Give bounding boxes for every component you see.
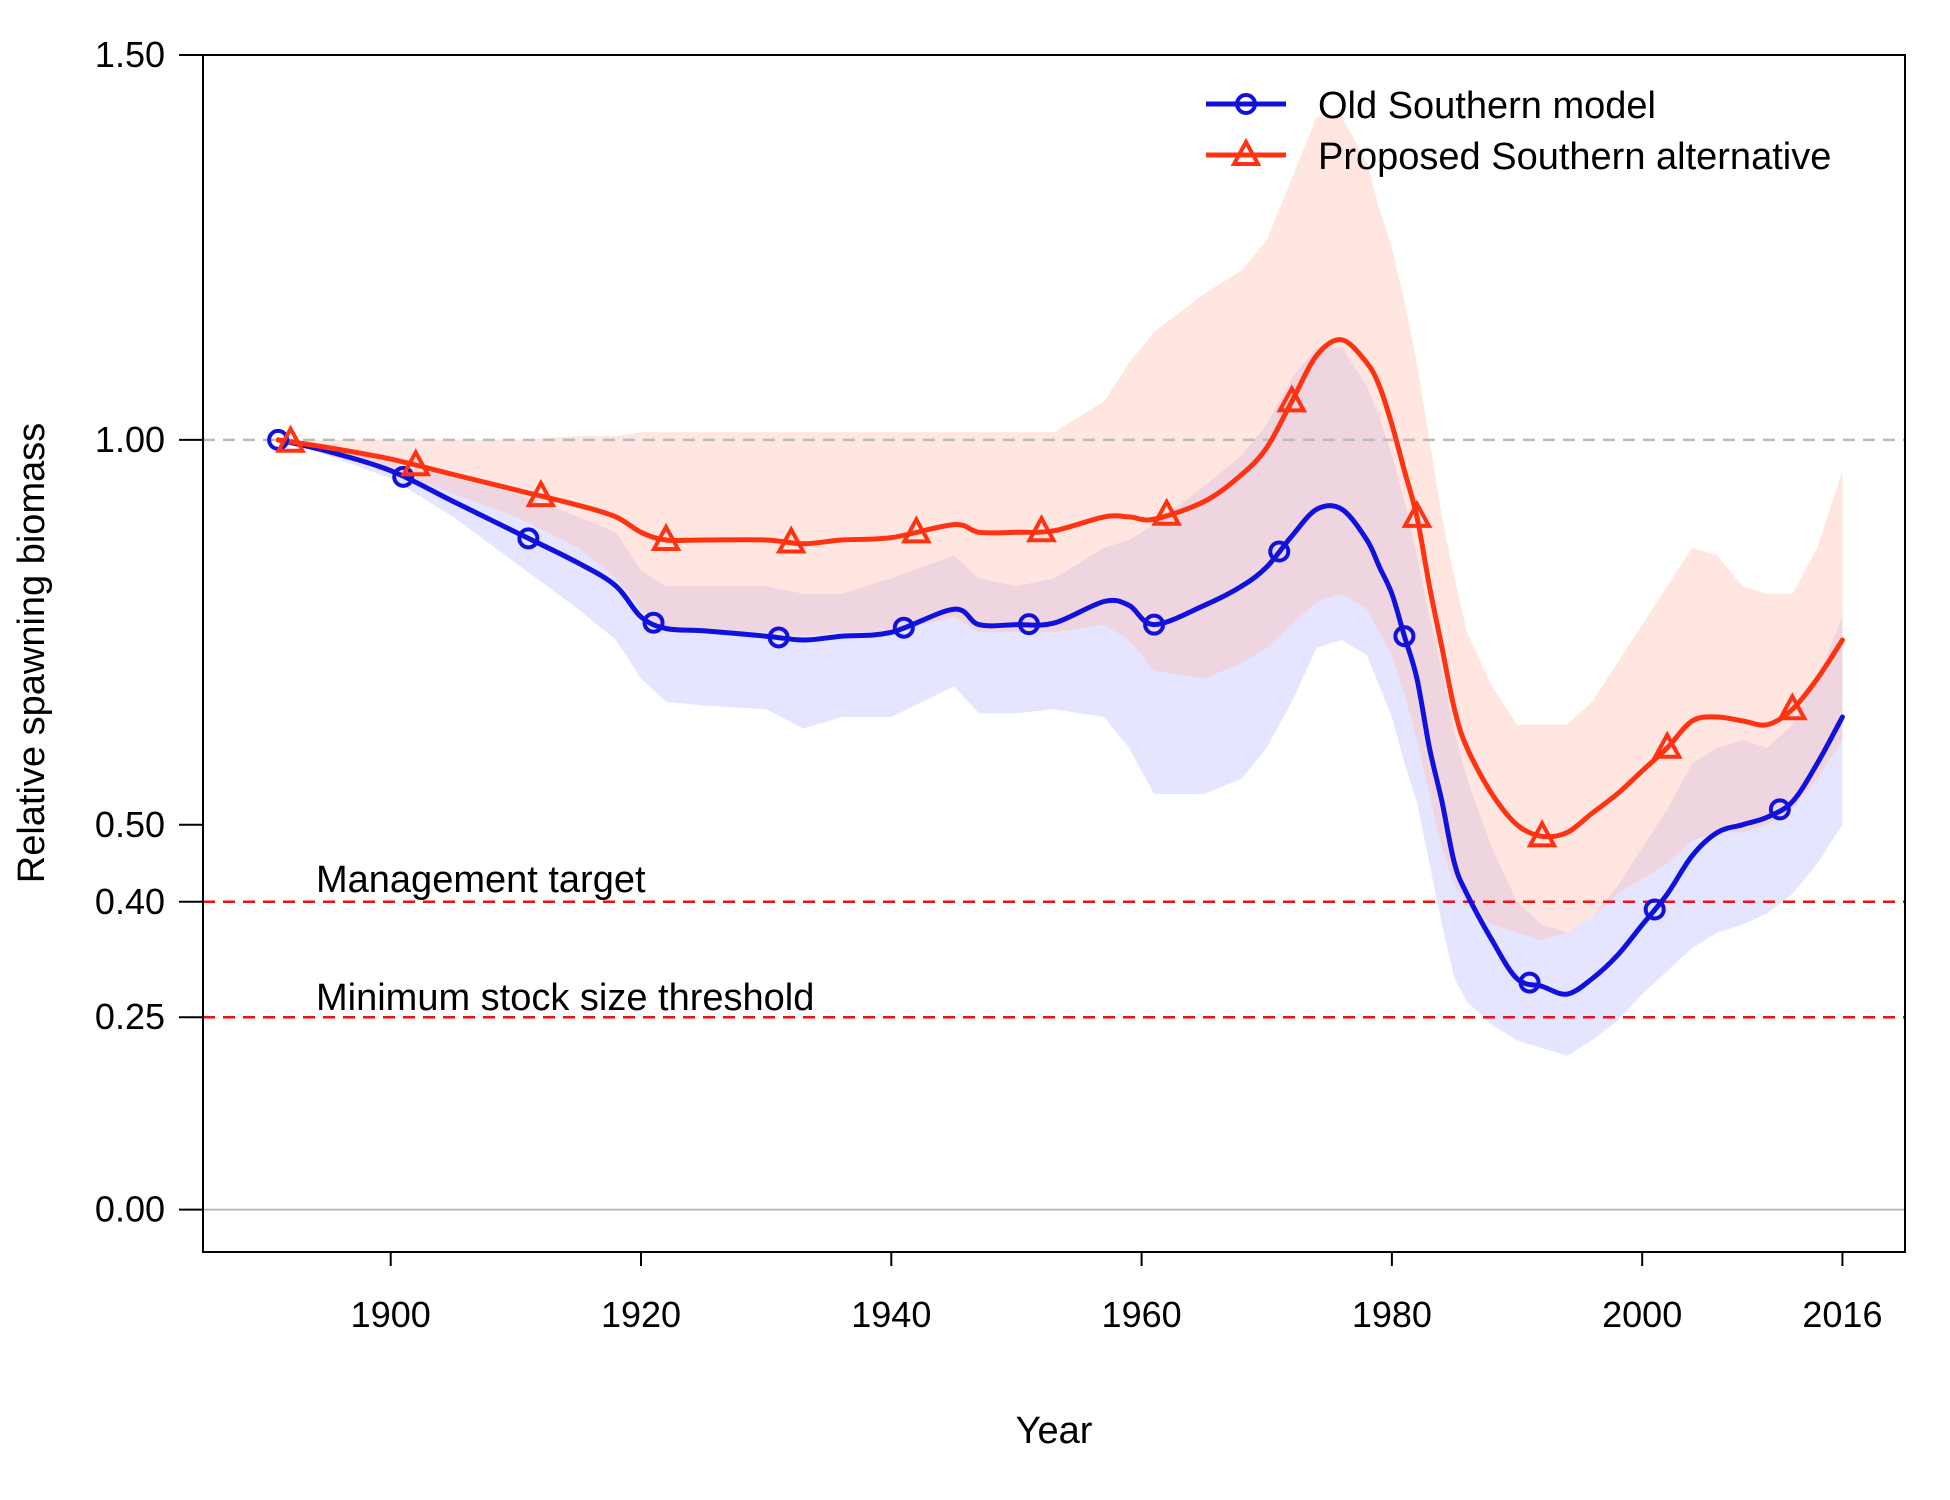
marker-old-southern-model bbox=[1393, 625, 1416, 648]
management-target-label: Management target bbox=[316, 859, 646, 901]
marker-proposed-southern-alternative bbox=[1151, 497, 1183, 526]
marker-proposed-southern-alternative bbox=[1651, 730, 1683, 759]
y-tick-label: 0.40 bbox=[95, 881, 165, 922]
marker-old-southern-model bbox=[517, 527, 540, 550]
x-tick-label: 2016 bbox=[1802, 1294, 1882, 1335]
marker-old-southern-model bbox=[1017, 613, 1040, 636]
x-tick-label: 1940 bbox=[851, 1294, 931, 1335]
legend-marker-proposed-southern-alternative bbox=[1230, 137, 1262, 166]
series-markers bbox=[267, 384, 1808, 994]
y-tick-label: 1.50 bbox=[95, 34, 165, 75]
y-tick-label: 0.00 bbox=[95, 1189, 165, 1230]
marker-proposed-southern-alternative bbox=[525, 478, 557, 508]
legend: Old Southern model Proposed Southern alt… bbox=[1206, 85, 1831, 178]
x-tick-label: 1900 bbox=[351, 1294, 431, 1335]
minimum-stock-size-threshold-label: Minimum stock size threshold bbox=[316, 977, 814, 1019]
marker-old-southern-model bbox=[1768, 798, 1791, 821]
marker-old-southern-model bbox=[892, 616, 915, 639]
marker-proposed-southern-alternative bbox=[650, 522, 682, 551]
plot-frame bbox=[202, 54, 1906, 1253]
series-line-old-southern-model bbox=[275, 437, 1845, 997]
marker-proposed-southern-alternative bbox=[1401, 499, 1433, 528]
y-tick-label: 0.25 bbox=[95, 996, 165, 1037]
y-axis: 0.00 0.25 0.40 0.50 1.00 1.50 bbox=[95, 34, 203, 1230]
y-tick-label: 0.50 bbox=[95, 804, 165, 845]
marker-old-southern-model bbox=[392, 465, 415, 488]
y-tick-label: 1.00 bbox=[95, 419, 165, 460]
reference-lines bbox=[203, 438, 1905, 1211]
marker-proposed-southern-alternative bbox=[1276, 384, 1308, 413]
marker-proposed-southern-alternative bbox=[275, 424, 306, 453]
x-tick-label: 1960 bbox=[1102, 1294, 1182, 1335]
marker-proposed-southern-alternative bbox=[400, 448, 432, 477]
marker-proposed-southern-alternative bbox=[1776, 692, 1808, 721]
x-tick-label: 1980 bbox=[1352, 1294, 1432, 1335]
legend-marker-old-southern-model bbox=[1235, 93, 1257, 115]
marker-old-southern-model bbox=[1643, 898, 1666, 921]
legend-label-old-southern-model: Old Southern model bbox=[1318, 85, 1656, 127]
x-tick-label: 2000 bbox=[1602, 1294, 1682, 1335]
marker-proposed-southern-alternative bbox=[1026, 514, 1057, 543]
interval-band-old-southern-model bbox=[278, 347, 1843, 1056]
marker-proposed-southern-alternative bbox=[1526, 819, 1558, 848]
marker-old-southern-model bbox=[1143, 613, 1166, 636]
marker-old-southern-model bbox=[1518, 971, 1541, 994]
x-axis: 1900 1920 1940 1960 1980 2000 2016 bbox=[351, 1252, 1882, 1335]
marker-proposed-southern-alternative bbox=[775, 525, 807, 554]
x-axis-label: Year bbox=[1016, 1410, 1093, 1452]
marker-old-southern-model bbox=[642, 611, 665, 634]
series-lines bbox=[275, 337, 1845, 997]
marker-proposed-southern-alternative bbox=[900, 515, 932, 544]
x-tick-label: 1920 bbox=[601, 1294, 681, 1335]
series-line-proposed-southern-alternative bbox=[275, 337, 1845, 840]
y-axis-label: Relative spawning biomass bbox=[11, 423, 53, 883]
marker-old-southern-model bbox=[1268, 540, 1291, 563]
marker-old-southern-model bbox=[767, 626, 790, 649]
legend-label-proposed-southern-alternative: Proposed Southern alternative bbox=[1318, 136, 1831, 178]
